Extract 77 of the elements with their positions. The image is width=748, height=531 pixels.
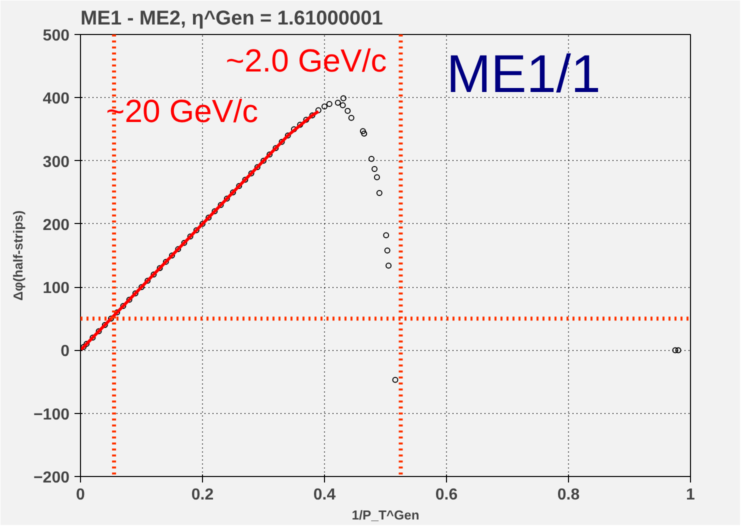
x-tick-label: 1 bbox=[686, 486, 696, 504]
point bbox=[315, 107, 322, 114]
annotation: ~20 GeV/c bbox=[106, 93, 258, 130]
x-tick-label: 0 bbox=[76, 486, 86, 504]
point bbox=[218, 202, 224, 208]
annotation: ME1/1 bbox=[446, 44, 601, 104]
point bbox=[374, 174, 380, 180]
point bbox=[361, 130, 368, 137]
y-tick-label: 400 bbox=[42, 90, 70, 108]
point bbox=[291, 126, 297, 132]
y-tick-label: 200 bbox=[42, 216, 70, 234]
x-tick-label: 0.4 bbox=[313, 486, 336, 504]
point bbox=[383, 232, 390, 238]
point bbox=[150, 271, 157, 278]
point bbox=[212, 208, 218, 214]
point bbox=[102, 322, 108, 328]
point bbox=[224, 196, 230, 202]
point bbox=[90, 334, 96, 341]
point bbox=[181, 240, 188, 246]
point bbox=[260, 158, 266, 164]
point bbox=[254, 164, 260, 170]
x-tick-label: 0.6 bbox=[435, 486, 458, 504]
point bbox=[144, 278, 151, 284]
point bbox=[340, 102, 346, 108]
point bbox=[278, 138, 285, 145]
y-tick-label: 300 bbox=[42, 154, 70, 171]
point bbox=[206, 214, 212, 221]
point bbox=[162, 258, 169, 265]
y-tick-label: 500 bbox=[42, 28, 70, 44]
point bbox=[303, 116, 310, 123]
point bbox=[175, 246, 182, 252]
point bbox=[348, 114, 354, 121]
x-tick-label: 0.8 bbox=[557, 486, 580, 504]
point bbox=[132, 290, 138, 296]
point bbox=[340, 95, 346, 102]
point bbox=[187, 234, 194, 240]
point bbox=[386, 262, 392, 269]
point bbox=[138, 284, 144, 290]
point bbox=[266, 151, 273, 158]
y-tick-label: 100 bbox=[42, 280, 70, 298]
point bbox=[272, 145, 279, 152]
point bbox=[108, 316, 114, 322]
point bbox=[126, 296, 132, 303]
x-axis-title: 1/P_T^Gen bbox=[352, 508, 420, 522]
point bbox=[326, 100, 332, 107]
y-axis-title: Δφ(half-strips) bbox=[10, 210, 26, 301]
point bbox=[344, 108, 351, 114]
point bbox=[96, 328, 102, 334]
point bbox=[230, 189, 236, 196]
point bbox=[384, 247, 390, 254]
point bbox=[334, 100, 341, 106]
y-tick-label: −200 bbox=[33, 470, 70, 486]
point bbox=[372, 166, 378, 172]
point bbox=[309, 112, 316, 118]
point bbox=[200, 220, 206, 227]
point bbox=[193, 227, 200, 234]
y-tick-label: 0 bbox=[60, 343, 70, 360]
chart-title: ME1 - ME2, η^Gen = 1.61000001 bbox=[80, 8, 383, 30]
point bbox=[297, 122, 304, 128]
point bbox=[120, 303, 126, 310]
point bbox=[672, 347, 678, 354]
point bbox=[322, 103, 328, 110]
point bbox=[284, 132, 291, 139]
point bbox=[248, 170, 254, 176]
point bbox=[392, 376, 398, 383]
y-tick-label: −100 bbox=[33, 406, 70, 424]
point bbox=[675, 347, 682, 354]
point bbox=[360, 128, 366, 134]
point bbox=[242, 176, 248, 183]
point bbox=[368, 156, 374, 162]
point bbox=[236, 183, 242, 190]
x-tick-label: 0.2 bbox=[191, 486, 214, 504]
point bbox=[169, 252, 175, 258]
point bbox=[84, 340, 90, 347]
point bbox=[156, 265, 163, 272]
point bbox=[376, 190, 382, 196]
annotation: ~2.0 GeV/c bbox=[226, 42, 387, 79]
